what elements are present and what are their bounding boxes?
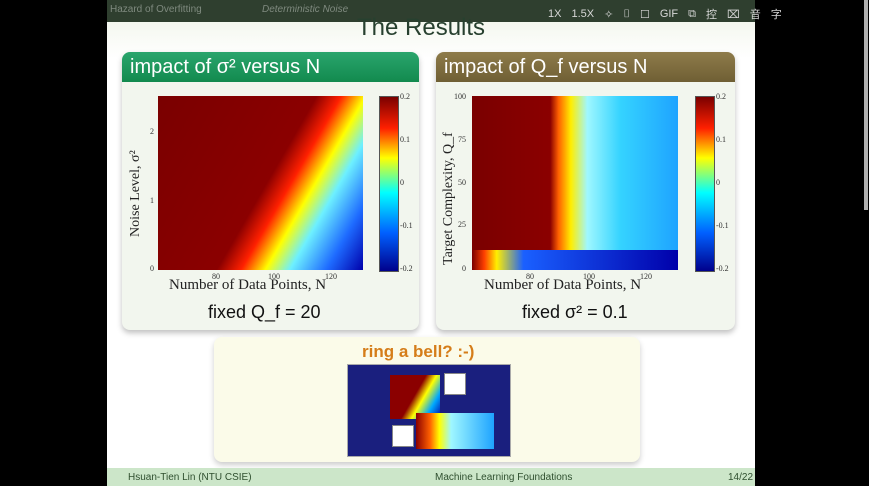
breadcrumb-subsection[interactable]: Deterministic Noise [262,4,348,15]
scrollbar[interactable] [864,0,868,210]
bell-title: ring a bell? :-) [362,342,474,362]
crop-icon[interactable]: ☐ [640,8,650,21]
colorbar-tick: -0.1 [716,221,729,230]
x-axis-label: Number of Data Points, N [484,277,641,294]
panel-complexity-title: impact of Q_f versus N [436,52,735,82]
speed-1x-button[interactable]: 1X [548,8,561,20]
colorbar-tick: 0 [716,178,720,187]
y-tick: 0 [462,264,466,273]
copy-icon[interactable]: ⧉ [688,8,696,21]
y-tick: 75 [458,135,466,144]
breadcrumb-section[interactable]: Hazard of Overfitting [110,4,202,15]
screen-icon[interactable]: ⌧ [727,8,740,21]
panel-noise-title: impact of σ² versus N [122,52,419,82]
fixed-param: fixed σ² = 0.1 [522,302,628,323]
slide-title: The Results [357,14,485,42]
control-button[interactable]: 控 [706,6,717,22]
y-tick: 0 [150,264,154,273]
heatmap-complexity [472,96,678,270]
window-icon[interactable]: ⌷ [623,8,630,21]
bell-thumbnail [347,364,511,457]
colorbar-tick: 0.2 [400,92,410,101]
y-tick: 100 [454,92,466,101]
heatmap-noise [158,96,363,270]
colorbar-tick: -0.1 [400,221,413,230]
colorbar-tick: 0.2 [716,92,726,101]
y-tick: 50 [458,178,466,187]
footer-course: Machine Learning Foundations [435,472,572,483]
colorbar-tick: 0.1 [400,135,410,144]
thumbnail-noise-icon [444,373,466,395]
gif-button[interactable]: GIF [660,8,678,20]
pin-icon[interactable]: ✧ [604,8,613,21]
footer-page: 14/22 [728,472,753,483]
y-tick: 25 [458,220,466,229]
colorbar-tick: -0.2 [400,264,413,273]
thumbnail-heatmap-complexity [416,413,494,449]
y-tick: 2 [150,127,154,136]
fixed-param: fixed Q_f = 20 [208,302,321,323]
x-axis-label: Number of Data Points, N [169,277,326,294]
audio-button[interactable]: 音 [750,6,761,22]
speed-1-5x-button[interactable]: 1.5X [571,8,594,20]
colorbar-complexity [695,96,715,272]
colorbar-tick: 0.1 [716,135,726,144]
colorbar-noise [379,96,399,272]
x-tick: 120 [640,272,652,281]
y-axis-label: Target Complexity, Q_f [441,132,457,265]
x-tick: 120 [325,272,337,281]
heatmap-complexity-low [472,250,678,270]
thumbnail-complexity-icon [392,425,414,447]
colorbar-tick: -0.2 [716,264,729,273]
colorbar-tick: 0 [400,178,404,187]
footer-author: Hsuan-Tien Lin (NTU CSIE) [128,472,252,483]
y-axis-label: Noise Level, σ² [128,150,144,237]
player-toolbar: 1X 1.5X ✧ ⌷ ☐ GIF ⧉ 控 ⌧ 音 字 [548,4,782,24]
y-tick: 1 [150,196,154,205]
subtitle-button[interactable]: 字 [771,6,782,22]
